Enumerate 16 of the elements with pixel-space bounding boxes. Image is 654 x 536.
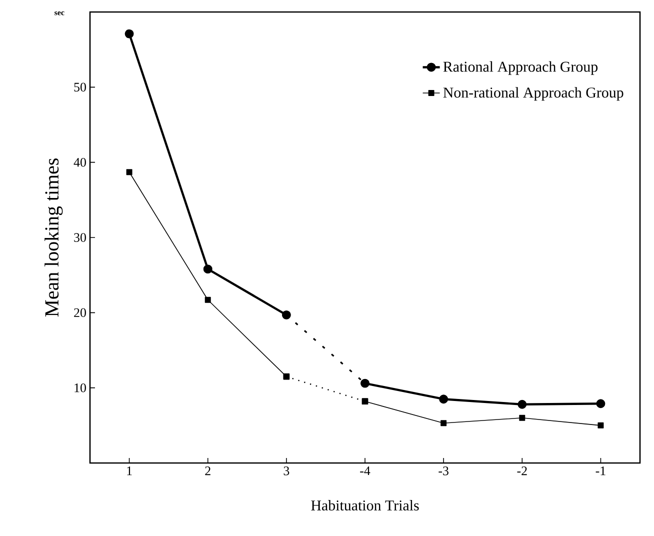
x-tick-label: 1: [127, 466, 132, 476]
y-tick-label: 30: [74, 233, 86, 242]
x-tick-label: -1: [596, 466, 606, 476]
x-axis-title: Habituation Trials: [311, 500, 419, 511]
x-tick-label: -2: [517, 466, 527, 476]
y-tick-label: 10: [74, 383, 86, 392]
x-tick-label: 2: [205, 466, 210, 476]
y-tick-label: 50: [74, 82, 86, 92]
legend-label: Non-rational Approach Group: [443, 87, 624, 101]
x-tick-label: -4: [360, 466, 370, 476]
legend-label: Rational Approach Group: [443, 61, 598, 75]
x-tick-label: 3: [284, 466, 290, 476]
y-axis-title: Mean looking times: [44, 158, 63, 317]
y-tick-label: 20: [74, 308, 86, 318]
y-tick-label: 40: [74, 158, 86, 167]
x-tick-label: -3: [438, 466, 448, 476]
